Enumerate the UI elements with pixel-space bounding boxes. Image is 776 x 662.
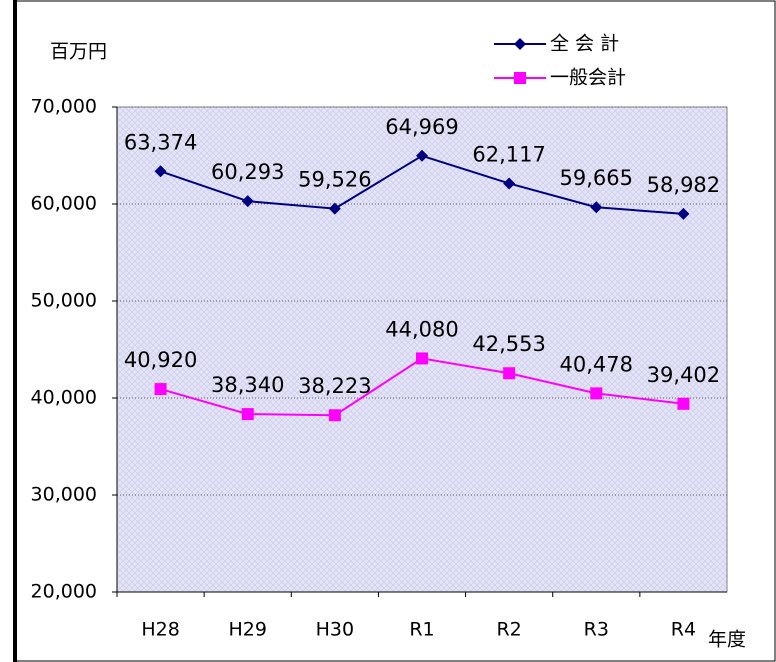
data-label: 38,223 <box>298 374 371 398</box>
data-label: 63,374 <box>124 130 197 154</box>
legend-marker <box>514 38 526 50</box>
data-label: 40,920 <box>124 348 197 372</box>
x-tick-label: R4 <box>671 619 696 641</box>
data-point <box>328 202 341 215</box>
data-label: 42,553 <box>472 332 545 356</box>
x-tick-label: R3 <box>584 619 609 641</box>
data-label: 59,665 <box>560 166 633 190</box>
data-point <box>503 177 516 190</box>
y-tick-label: 70,000 <box>31 96 97 118</box>
data-point <box>677 207 690 220</box>
y-tick-label: 60,000 <box>31 193 97 215</box>
data-point <box>590 387 603 400</box>
x-tick-label: R2 <box>496 619 521 641</box>
data-point <box>154 383 167 396</box>
data-point <box>241 195 254 208</box>
data-point <box>503 367 516 380</box>
legend-label: 全 会 計 <box>550 33 619 55</box>
data-label: 64,969 <box>385 115 458 139</box>
data-label: 44,080 <box>385 317 458 341</box>
y-tick-label: 20,000 <box>31 581 97 603</box>
data-label: 58,982 <box>647 173 720 197</box>
plot-area <box>116 106 728 593</box>
data-point <box>154 165 167 178</box>
data-label: 40,478 <box>560 352 633 376</box>
data-point <box>677 397 690 410</box>
y-unit-label: 百万円 <box>50 41 107 63</box>
legend-marker <box>514 72 526 84</box>
data-label: 38,340 <box>211 373 284 397</box>
data-point <box>416 352 428 365</box>
y-tick-label: 50,000 <box>31 290 97 312</box>
data-point <box>416 149 428 162</box>
x-tick-label: H28 <box>141 619 179 641</box>
x-tick-label: R1 <box>409 619 434 641</box>
data-label: 62,117 <box>472 142 545 166</box>
data-point <box>328 409 341 422</box>
data-point <box>241 408 254 421</box>
data-label: 60,293 <box>211 160 284 184</box>
y-tick-label: 30,000 <box>31 484 97 506</box>
x-tick-label: H30 <box>316 619 354 641</box>
data-label: 39,402 <box>647 363 720 387</box>
legend-label: 一般会計 <box>550 67 626 89</box>
x-axis-label: 年度 <box>708 629 746 651</box>
data-point <box>590 201 603 214</box>
y-tick-label: 40,000 <box>31 387 97 409</box>
data-label: 59,526 <box>298 168 371 192</box>
x-tick-label: H29 <box>228 619 266 641</box>
